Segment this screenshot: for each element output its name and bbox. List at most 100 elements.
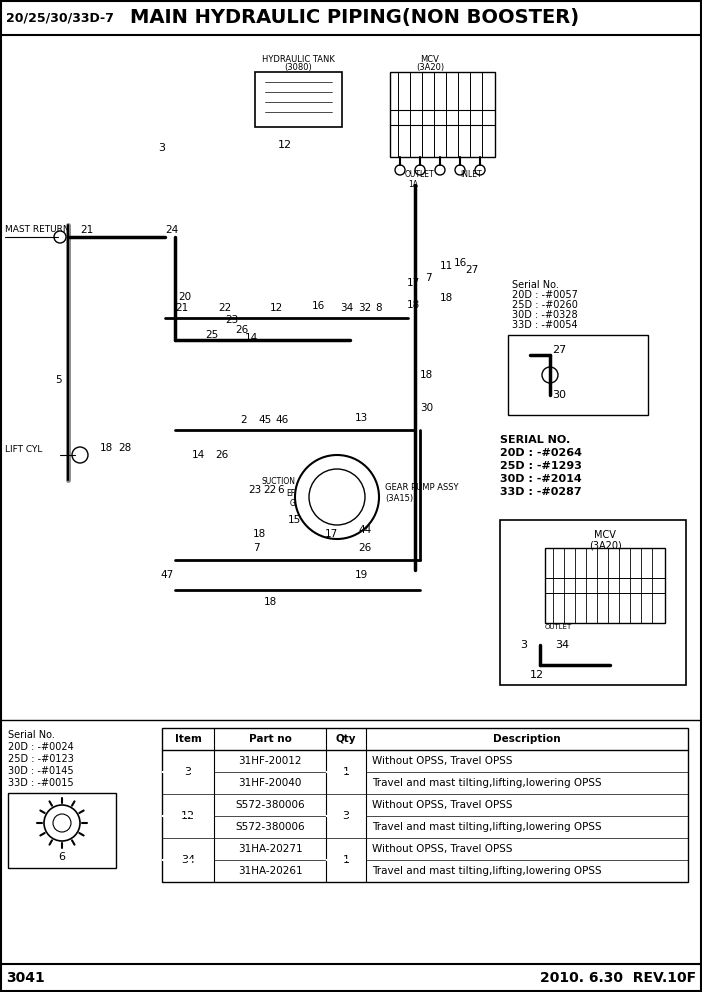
Text: 31HA-20271: 31HA-20271 — [238, 844, 303, 854]
Text: OUTLET: OUTLET — [405, 170, 435, 179]
Bar — [508, 335, 648, 415]
Text: 2: 2 — [240, 415, 246, 425]
Text: (3A20): (3A20) — [416, 63, 444, 72]
Text: 7: 7 — [253, 543, 260, 553]
Text: 18: 18 — [100, 443, 113, 453]
Text: 44: 44 — [358, 525, 371, 535]
Text: 30D : -#2014: 30D : -#2014 — [500, 474, 582, 484]
Text: S572-380006: S572-380006 — [235, 800, 305, 810]
Text: 6: 6 — [58, 852, 65, 862]
Text: 15: 15 — [288, 515, 301, 525]
Text: Without OPSS, Travel OPSS: Without OPSS, Travel OPSS — [372, 800, 512, 810]
Text: 2010. 6.30  REV.10F: 2010. 6.30 REV.10F — [540, 971, 696, 985]
Text: 7: 7 — [425, 273, 432, 283]
Text: 3041: 3041 — [6, 971, 45, 985]
Text: 23: 23 — [248, 485, 261, 495]
Text: Without OPSS, Travel OPSS: Without OPSS, Travel OPSS — [372, 844, 512, 854]
Text: 26: 26 — [215, 450, 228, 460]
Text: 23: 23 — [225, 315, 238, 325]
Text: 3: 3 — [185, 767, 192, 777]
Text: 25D : -#1293: 25D : -#1293 — [500, 461, 582, 471]
Text: 18: 18 — [263, 597, 277, 607]
Text: 34: 34 — [555, 640, 569, 650]
Text: 46: 46 — [275, 415, 289, 425]
Text: Travel and mast tilting,lifting,lowering OPSS: Travel and mast tilting,lifting,lowering… — [372, 866, 602, 876]
Text: 31HF-20040: 31HF-20040 — [238, 778, 302, 788]
Text: 3: 3 — [520, 640, 527, 650]
Bar — [255, 72, 342, 127]
Text: Serial No.: Serial No. — [512, 280, 559, 290]
Text: 12: 12 — [181, 811, 195, 821]
Text: 45: 45 — [258, 415, 271, 425]
Text: SERIAL NO.: SERIAL NO. — [500, 435, 570, 445]
Text: 30: 30 — [552, 390, 566, 400]
Text: 31HF-20012: 31HF-20012 — [238, 756, 302, 766]
Bar — [390, 72, 495, 157]
Bar — [545, 548, 665, 623]
Text: 25D : -#0123: 25D : -#0123 — [8, 754, 74, 764]
Text: Part no: Part no — [249, 734, 291, 744]
Text: 16: 16 — [454, 258, 468, 268]
Text: EF: EF — [286, 489, 295, 499]
Text: Without OPSS, Travel OPSS: Without OPSS, Travel OPSS — [372, 756, 512, 766]
Text: 33D : -#0015: 33D : -#0015 — [8, 778, 74, 788]
Text: 1: 1 — [343, 767, 350, 777]
Text: 12: 12 — [278, 140, 292, 150]
Text: 27: 27 — [552, 345, 567, 355]
Text: Travel and mast tilting,lifting,lowering OPSS: Travel and mast tilting,lifting,lowering… — [372, 778, 602, 788]
Text: 31HA-20261: 31HA-20261 — [238, 866, 303, 876]
Text: 20/25/30/33D-7: 20/25/30/33D-7 — [6, 12, 114, 25]
Text: Serial No.: Serial No. — [8, 730, 55, 740]
Text: 18: 18 — [420, 370, 433, 380]
Text: 18: 18 — [253, 529, 266, 539]
Text: Description: Description — [494, 734, 561, 744]
Text: 18: 18 — [440, 293, 453, 303]
Text: (3A20): (3A20) — [588, 540, 621, 550]
Text: 32: 32 — [358, 303, 371, 313]
Text: 30D : -#0328: 30D : -#0328 — [512, 310, 578, 320]
Text: 1: 1 — [343, 855, 350, 865]
Text: Travel and mast tilting,lifting,lowering OPSS: Travel and mast tilting,lifting,lowering… — [372, 822, 602, 832]
Text: OUTLET: OUTLET — [545, 624, 572, 630]
Text: Item: Item — [175, 734, 201, 744]
Text: 12: 12 — [530, 670, 544, 680]
Text: 26: 26 — [235, 325, 249, 335]
Text: (3A15): (3A15) — [385, 494, 413, 504]
Text: G: G — [289, 500, 295, 509]
Text: 8: 8 — [375, 303, 382, 313]
Text: 25: 25 — [205, 330, 218, 340]
Text: HYDRAULIC TANK: HYDRAULIC TANK — [262, 55, 334, 64]
Text: 25D : -#0260: 25D : -#0260 — [512, 300, 578, 310]
Text: 5: 5 — [55, 375, 62, 385]
Text: 24: 24 — [165, 225, 178, 235]
Text: 20D : -#0264: 20D : -#0264 — [500, 448, 582, 458]
Text: 14: 14 — [192, 450, 205, 460]
Text: 1A: 1A — [408, 180, 418, 189]
Text: GEAR PUMP ASSY: GEAR PUMP ASSY — [385, 482, 458, 491]
Text: MCV: MCV — [594, 530, 616, 540]
Text: LIFT CYL: LIFT CYL — [5, 445, 42, 454]
Text: 13: 13 — [355, 413, 369, 423]
Text: 22: 22 — [218, 303, 231, 313]
Text: 14: 14 — [245, 333, 258, 343]
Text: 34: 34 — [181, 855, 195, 865]
Text: 33D : -#0287: 33D : -#0287 — [500, 487, 582, 497]
Text: MAIN HYDRAULIC PIPING(NON BOOSTER): MAIN HYDRAULIC PIPING(NON BOOSTER) — [130, 9, 579, 28]
Text: 28: 28 — [118, 443, 131, 453]
Text: 3: 3 — [343, 811, 350, 821]
Text: 20: 20 — [178, 292, 191, 302]
Text: Qty: Qty — [336, 734, 356, 744]
Text: 20D : -#0024: 20D : -#0024 — [8, 742, 74, 752]
Text: 16: 16 — [312, 301, 325, 311]
Bar — [162, 728, 688, 882]
Text: MCV: MCV — [420, 55, 439, 64]
Text: 30D : -#0145: 30D : -#0145 — [8, 766, 74, 776]
Bar — [8, 793, 116, 868]
Text: 21: 21 — [175, 303, 188, 313]
Text: 27: 27 — [465, 265, 478, 275]
Text: 12: 12 — [270, 303, 283, 313]
Text: 47: 47 — [160, 570, 173, 580]
Text: S572-380006: S572-380006 — [235, 822, 305, 832]
Text: 30: 30 — [420, 403, 433, 413]
Text: 19: 19 — [355, 570, 369, 580]
